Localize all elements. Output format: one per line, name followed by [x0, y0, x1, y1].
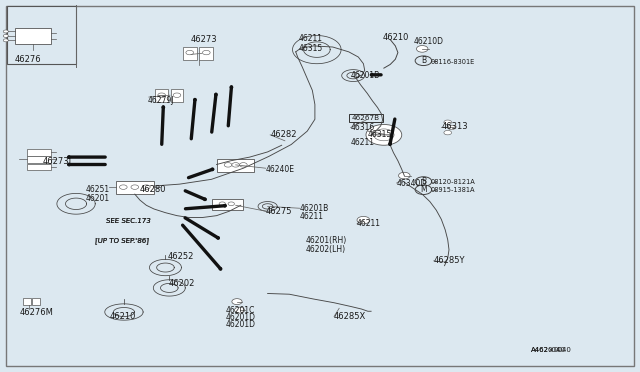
Text: 46275: 46275 — [266, 207, 292, 216]
Bar — [156, 89, 168, 102]
Text: 46276: 46276 — [15, 55, 42, 64]
Bar — [182, 46, 196, 60]
Circle shape — [444, 120, 452, 125]
Text: 46267B: 46267B — [351, 115, 380, 121]
Circle shape — [228, 202, 234, 206]
Circle shape — [224, 163, 232, 167]
Text: 46210: 46210 — [109, 312, 136, 321]
Text: 46201(RH): 46201(RH) — [306, 236, 348, 246]
Text: B: B — [421, 177, 426, 186]
Bar — [199, 46, 213, 60]
Circle shape — [143, 185, 150, 189]
Bar — [27, 149, 51, 155]
Circle shape — [120, 185, 127, 189]
Text: 46252: 46252 — [168, 252, 195, 261]
Bar — [171, 89, 183, 102]
Text: 46201D: 46201D — [225, 313, 255, 322]
Text: 46210D: 46210D — [414, 37, 444, 46]
Text: 46201C: 46201C — [225, 306, 255, 315]
Circle shape — [131, 185, 139, 189]
Circle shape — [202, 50, 210, 55]
Circle shape — [357, 217, 370, 224]
Text: 46211: 46211 — [298, 34, 323, 43]
Circle shape — [415, 185, 432, 195]
Text: 46273: 46273 — [191, 35, 218, 44]
Text: 0040: 0040 — [554, 347, 572, 353]
Circle shape — [399, 172, 410, 179]
Bar — [27, 164, 51, 170]
Text: 46340D: 46340D — [397, 179, 427, 187]
Text: 46285X: 46285X — [334, 312, 366, 321]
Text: 46279J: 46279J — [148, 96, 174, 105]
Bar — [23, 298, 31, 305]
Text: 08116-8301E: 08116-8301E — [431, 59, 475, 65]
Text: ×: × — [547, 347, 553, 353]
Text: A462: A462 — [531, 347, 548, 353]
Text: 46251: 46251 — [86, 185, 109, 194]
Text: 46285Y: 46285Y — [434, 256, 465, 265]
Circle shape — [3, 35, 8, 37]
Text: 08915-1381A: 08915-1381A — [431, 187, 475, 193]
Text: 46201B: 46201B — [351, 71, 380, 80]
Bar — [27, 156, 51, 163]
Circle shape — [417, 45, 428, 52]
Text: SEE SEC.173: SEE SEC.173 — [106, 218, 150, 224]
FancyBboxPatch shape — [349, 114, 383, 122]
Circle shape — [234, 307, 244, 313]
Text: 46315: 46315 — [298, 44, 323, 52]
Circle shape — [232, 163, 239, 167]
Bar — [7, 6, 76, 64]
Bar — [116, 181, 154, 194]
Text: 0040: 0040 — [547, 347, 565, 353]
Circle shape — [415, 56, 432, 65]
Text: 46280: 46280 — [140, 185, 166, 194]
Text: 46240E: 46240E — [266, 165, 294, 174]
Bar — [212, 199, 243, 210]
Text: 46211: 46211 — [351, 138, 374, 147]
Circle shape — [444, 131, 452, 135]
Text: [UP TO SEP.'86]: [UP TO SEP.'86] — [95, 237, 150, 244]
Text: 46201: 46201 — [86, 195, 109, 203]
Text: 08120-8121A: 08120-8121A — [431, 179, 476, 185]
Bar — [15, 28, 51, 44]
Circle shape — [366, 125, 402, 145]
Text: 46316: 46316 — [351, 123, 375, 132]
Text: [UP TO SEP.'86]: [UP TO SEP.'86] — [95, 237, 149, 244]
Text: M: M — [420, 185, 427, 194]
Text: 46201D: 46201D — [225, 321, 255, 330]
Text: 46211: 46211 — [357, 219, 381, 228]
Text: 46210: 46210 — [383, 33, 409, 42]
Circle shape — [232, 299, 242, 305]
Circle shape — [173, 93, 180, 97]
Text: 46273J: 46273J — [42, 157, 71, 166]
Text: A462: A462 — [531, 347, 548, 353]
Text: SEE SEC.173: SEE SEC.173 — [106, 218, 151, 224]
Text: 46313: 46313 — [442, 122, 468, 131]
Text: 46276M: 46276M — [20, 308, 54, 317]
Circle shape — [158, 93, 166, 97]
Circle shape — [3, 30, 8, 33]
Circle shape — [448, 125, 456, 130]
Bar — [216, 159, 253, 171]
Circle shape — [186, 50, 193, 55]
Text: 46315: 46315 — [368, 130, 392, 140]
Text: 46282: 46282 — [270, 130, 297, 140]
Text: 46202(LH): 46202(LH) — [306, 245, 346, 254]
Circle shape — [219, 202, 225, 206]
Circle shape — [239, 163, 247, 167]
Text: 46202: 46202 — [169, 279, 195, 288]
Circle shape — [374, 129, 394, 141]
Text: 46211: 46211 — [300, 212, 324, 221]
Circle shape — [3, 39, 8, 42]
Text: B: B — [421, 56, 426, 65]
Text: 46201B: 46201B — [300, 204, 329, 213]
Circle shape — [415, 177, 432, 186]
Bar — [32, 298, 40, 305]
